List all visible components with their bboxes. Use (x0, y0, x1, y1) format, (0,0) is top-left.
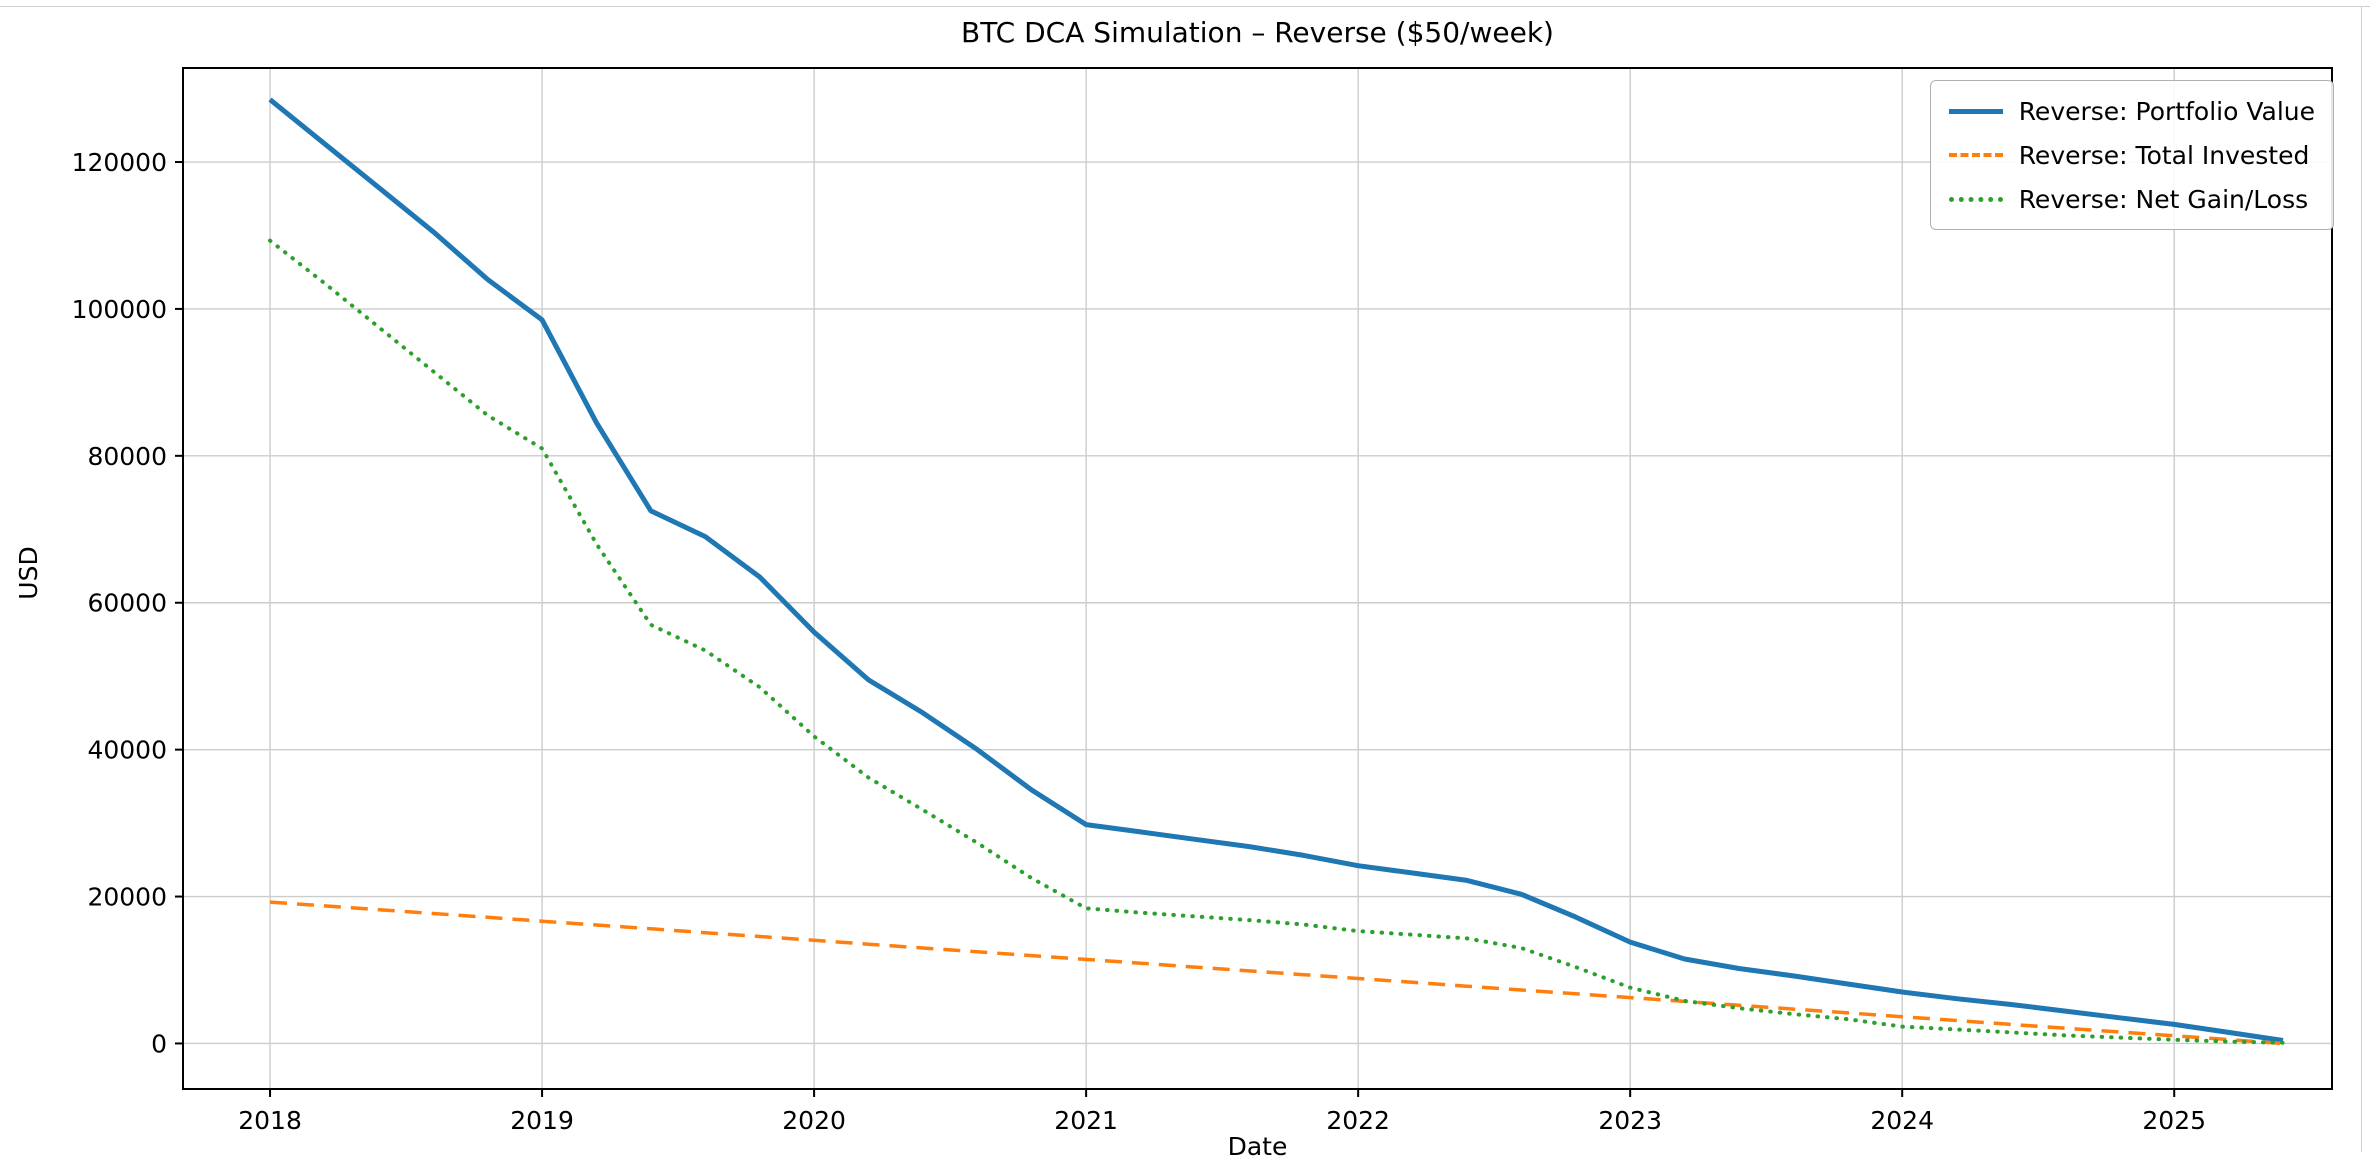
window-edge-right (2361, 6, 2362, 1152)
legend: Reverse: Portfolio Value Reverse: Total … (1929, 80, 2334, 230)
svg-text:2019: 2019 (510, 1106, 574, 1135)
x-axis-label: Date (1227, 1132, 1288, 1161)
y-axis-label: USD (14, 546, 43, 600)
window-edge-top (0, 6, 2370, 7)
svg-text:2018: 2018 (238, 1106, 302, 1135)
svg-text:2020: 2020 (782, 1106, 846, 1135)
legend-label: Reverse: Net Gain/Loss (2018, 184, 2309, 214)
svg-text:2024: 2024 (1870, 1106, 1934, 1135)
svg-text:80000: 80000 (87, 442, 167, 471)
legend-label: Reverse: Portfolio Value (2018, 96, 2315, 126)
svg-text:0: 0 (151, 1029, 167, 1058)
legend-label: Reverse: Total Invested (2018, 140, 2310, 170)
svg-text:60000: 60000 (87, 589, 167, 618)
legend-sample-0 (1948, 108, 2003, 114)
legend-item: Reverse: Net Gain/Loss (1948, 181, 2315, 217)
svg-text:2021: 2021 (1054, 1106, 1118, 1135)
svg-text:40000: 40000 (87, 736, 167, 765)
svg-text:100000: 100000 (72, 295, 167, 324)
svg-text:2023: 2023 (1598, 1106, 1662, 1135)
svg-text:2022: 2022 (1326, 1106, 1390, 1135)
legend-sample-2 (1948, 196, 2003, 202)
legend-sample-1 (1948, 153, 2003, 157)
svg-text:120000: 120000 (72, 148, 167, 177)
svg-text:20000: 20000 (87, 883, 167, 912)
svg-text:2025: 2025 (2142, 1106, 2206, 1135)
chart-title: BTC DCA Simulation – Reverse ($50/week) (961, 16, 1554, 49)
legend-item: Reverse: Total Invested (1948, 137, 2315, 173)
legend-item: Reverse: Portfolio Value (1948, 93, 2315, 129)
